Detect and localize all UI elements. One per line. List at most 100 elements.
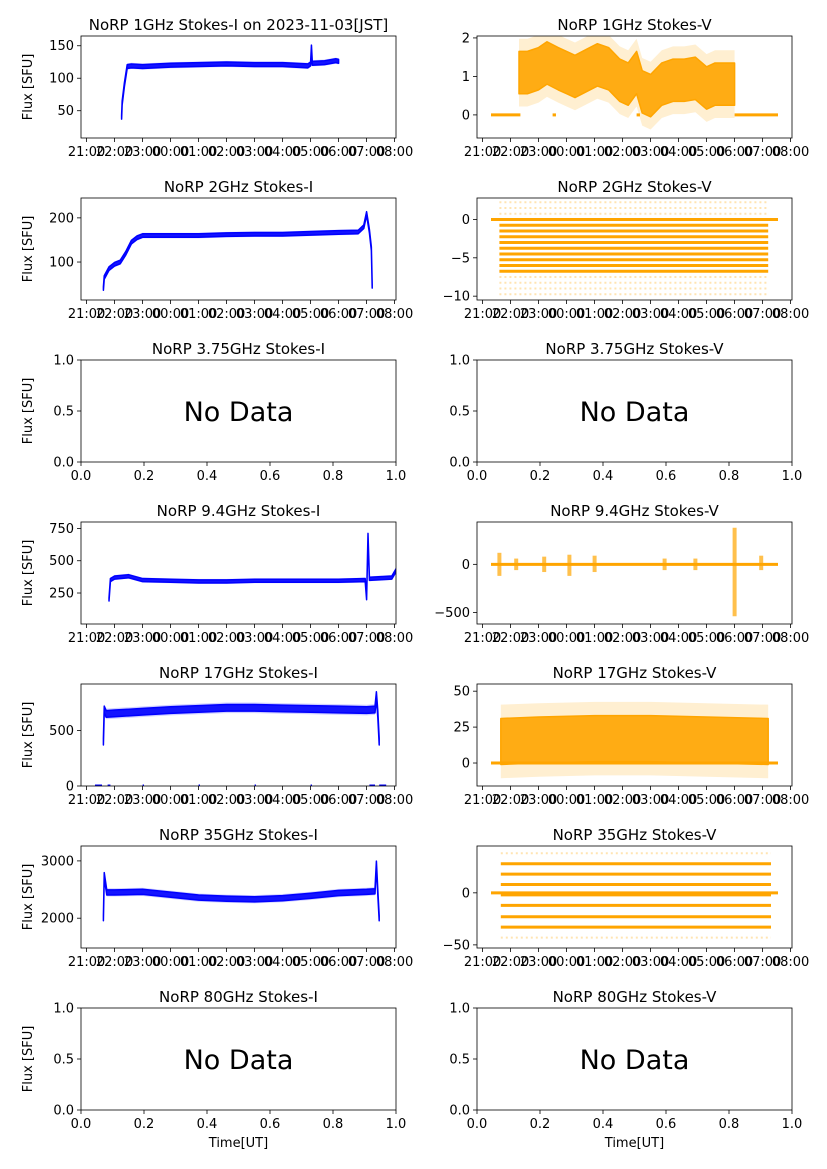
axes-frame [476, 521, 793, 625]
subplot-94ghz-i: NoRP 9.4GHz Stokes-I 250 500 750 21:0022:002… [21, 502, 413, 646]
x-tick-label: 23:00 [124, 145, 161, 160]
y-tick-label: 2000 [41, 912, 74, 927]
x-tick-label: 07:00 [348, 631, 385, 646]
x-tick-label: 0.2 [134, 469, 155, 484]
x-tick-label: 01:00 [576, 145, 613, 160]
x-tick-label: 23:00 [520, 145, 557, 160]
y-tick-label: 25 [453, 721, 470, 736]
x-tick-label: 21:00 [464, 145, 501, 160]
y-tick-label: 100 [49, 72, 74, 87]
x-tick-label: 02:00 [604, 793, 641, 808]
subplot-35ghz-v: NoRP 35GHz Stokes-V −50 0 21:0022:0023:0000… [443, 826, 810, 970]
subplot-35ghz-i: NoRP 35GHz Stokes-I 2000 3000 21:0022:0023:… [21, 826, 413, 970]
x-tick-label: 0.8 [323, 469, 344, 484]
no-data-annotation: No Data [580, 1045, 690, 1076]
axes-frame [476, 35, 793, 139]
y-tick-label: 50 [453, 685, 470, 700]
x-tick-label: 08:00 [772, 793, 809, 808]
y-tick-label: 0.5 [449, 405, 470, 420]
x-tick-label: 03:00 [632, 793, 669, 808]
x-tick-label: 04:00 [264, 955, 301, 970]
x-tick-label: 04:00 [660, 793, 697, 808]
y-tick-label: 3000 [41, 854, 74, 869]
x-tick-label: 05:00 [292, 145, 329, 160]
plot-area [491, 201, 778, 296]
x-tick-label: 07:00 [348, 307, 385, 322]
x-tick-label: 02:00 [208, 793, 245, 808]
y-axis-label: Flux [SFU] [21, 540, 36, 607]
x-tick-label: 23:00 [124, 307, 161, 322]
y-tick-label: 0.5 [53, 405, 74, 420]
subplot-17ghz-i: NoRP 17GHz Stokes-I 0 500 21:0022:0023:0000… [21, 664, 413, 808]
y-tick-label: 0.5 [53, 1053, 74, 1068]
x-tick-label: 01:00 [180, 307, 217, 322]
series-halo-0 [103, 689, 380, 747]
x-tick-label: 00:00 [548, 955, 585, 970]
x-tick-label: 00:00 [152, 307, 189, 322]
x-tick-label: 03:00 [236, 307, 273, 322]
subplot-title: NoRP 17GHz Stokes-V [553, 664, 718, 682]
x-tick-label: 02:00 [604, 631, 641, 646]
series-halo-1 [519, 36, 735, 130]
x-tick-label: 03:00 [236, 793, 273, 808]
y-tick-label: 50 [57, 104, 74, 119]
x-tick-label: 21:00 [68, 145, 105, 160]
subplot-title: NoRP 35GHz Stokes-I [159, 826, 318, 844]
x-tick-label: 03:00 [632, 631, 669, 646]
x-tick-label: 01:00 [576, 307, 613, 322]
x-tick-label: 01:00 [180, 145, 217, 160]
x-tick-label: 02:00 [604, 307, 641, 322]
x-tick-label: 04:00 [660, 955, 697, 970]
x-tick-label: 1.0 [386, 1117, 407, 1132]
y-axis-label: Flux [SFU] [21, 378, 36, 445]
y-axis-label: Flux [SFU] [21, 864, 36, 931]
x-tick-label: 04:00 [264, 793, 301, 808]
x-tick-label: 0.4 [593, 1117, 614, 1132]
no-data-annotation: No Data [184, 1045, 294, 1076]
x-tick-label: 03:00 [236, 631, 273, 646]
x-tick-label: 22:00 [492, 793, 529, 808]
y-tick-label: 1.0 [53, 1002, 74, 1017]
series-band-0 [102, 860, 380, 922]
axes-frame [80, 521, 397, 625]
x-tick-label: 22:00 [492, 631, 529, 646]
x-tick-label: 04:00 [660, 307, 697, 322]
x-tick-label: 21:00 [68, 955, 105, 970]
x-tick-label: 04:00 [660, 631, 697, 646]
x-tick-label: 08:00 [772, 145, 809, 160]
x-tick-label: 0.6 [260, 469, 281, 484]
x-tick-label: 00:00 [152, 793, 189, 808]
y-tick-label: 1.0 [53, 354, 74, 369]
x-tick-label: 02:00 [208, 631, 245, 646]
subplot-title: NoRP 1GHz Stokes-I on 2023-11-03[JST] [89, 16, 389, 34]
x-tick-label: 0.4 [197, 469, 218, 484]
x-tick-label: 03:00 [236, 145, 273, 160]
plot-area [108, 532, 396, 602]
x-tick-label: 06:00 [320, 955, 357, 970]
subplot-title: NoRP 3.75GHz Stokes-V [545, 340, 724, 358]
plot-area [102, 210, 373, 292]
y-tick-label: 1.0 [449, 1002, 470, 1017]
series-band-1 [500, 714, 769, 766]
subplot-375ghz-i: NoRP 3.75GHz Stokes-I 0.0 0.5 1.0 0.0 0.2 0.4 0… [21, 340, 406, 484]
plot-area [102, 859, 380, 923]
x-tick-label: 03:00 [632, 307, 669, 322]
no-data-annotation: No Data [184, 397, 294, 428]
x-tick-label: 06:00 [320, 793, 357, 808]
subplot-title: NoRP 1GHz Stokes-V [557, 16, 712, 34]
x-tick-label: 07:00 [348, 955, 385, 970]
x-tick-label: 00:00 [548, 145, 585, 160]
subplot-2ghz-i: NoRP 2GHz Stokes-I10020021:0022:0023:000… [21, 178, 413, 322]
x-tick-label: 23:00 [124, 955, 161, 970]
x-tick-label: 21:00 [464, 955, 501, 970]
series-band-0 [108, 532, 396, 602]
y-tick-label: 1.0 [449, 354, 470, 369]
x-tick-label: 06:00 [320, 631, 357, 646]
x-tick-label: 07:00 [744, 145, 781, 160]
x-axis-label: Time[UT] [208, 1136, 268, 1151]
y-tick-label: 0.0 [449, 1104, 470, 1119]
x-tick-label: 02:00 [208, 145, 245, 160]
x-tick-label: 0.0 [71, 1117, 92, 1132]
subplot-2ghz-v: NoRP 2GHz Stokes-V−10−5021:0022:0023:000… [443, 178, 810, 322]
x-tick-label: 05:00 [688, 955, 725, 970]
